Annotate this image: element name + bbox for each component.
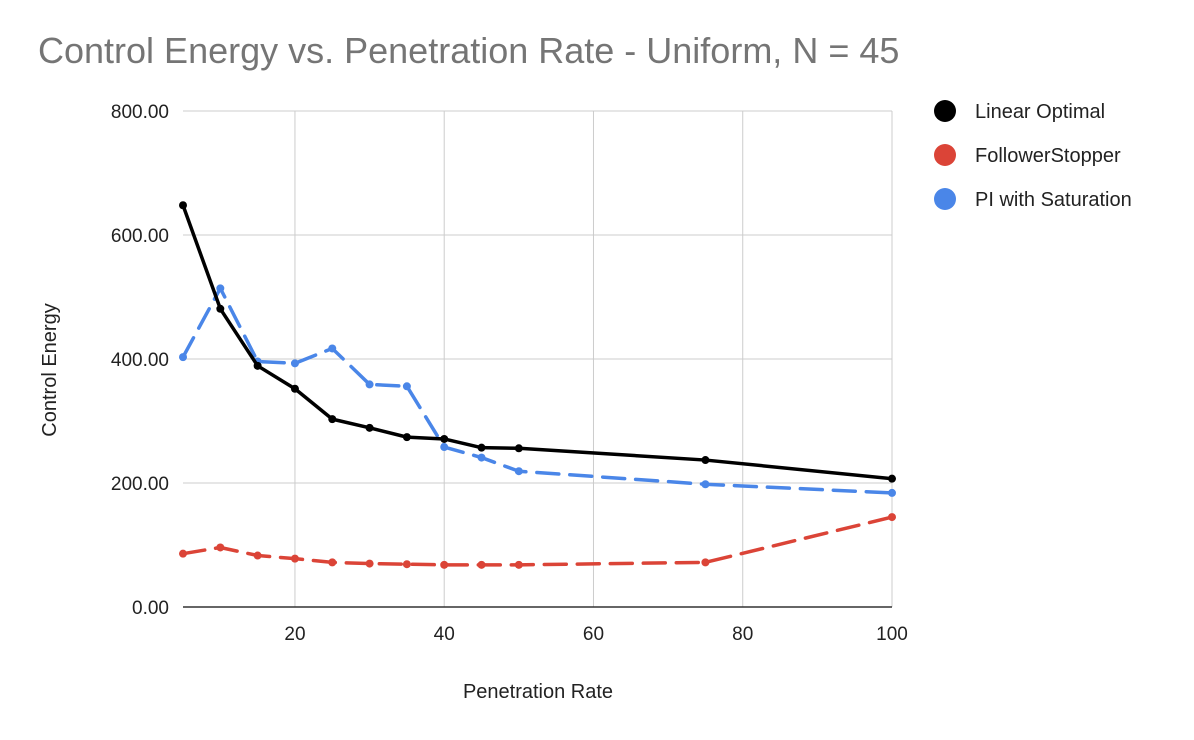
series-line [181, 286, 894, 495]
data-point [179, 353, 187, 362]
series-followerstopper [179, 513, 896, 569]
data-point [514, 467, 523, 476]
data-point [440, 443, 449, 452]
data-point [514, 444, 523, 453]
data-point [440, 560, 449, 569]
data-point [477, 453, 486, 462]
x-tick-label: 60 [583, 624, 604, 645]
data-point [701, 480, 710, 489]
data-point [365, 423, 374, 432]
data-point [514, 560, 523, 569]
legend-label: PI with Saturation [975, 189, 1132, 211]
grid-layer [183, 110, 893, 607]
data-point [290, 384, 299, 393]
data-point [365, 380, 374, 389]
series-linear-optimal [179, 201, 896, 483]
data-point [888, 488, 896, 497]
data-point [179, 201, 187, 210]
legend-label: FollowerStopper [975, 145, 1121, 167]
data-point [328, 344, 337, 353]
data-point [328, 558, 337, 567]
data-point [701, 558, 710, 567]
data-point [888, 474, 896, 483]
series-layer [179, 201, 896, 569]
y-axis-title: Control Energy [39, 303, 61, 436]
legend-label: Linear Optimal [975, 101, 1105, 123]
y-tick-label: 800.00 [111, 102, 169, 123]
data-point [402, 560, 411, 569]
legend-item: Linear Optimal [934, 100, 1105, 123]
series-line [181, 203, 894, 481]
axis-layer: 0.00 200.00 400.00 600.00 800.00 20 40 60 80 100 [111, 102, 908, 645]
x-tick-label: 20 [284, 624, 305, 645]
legend-item: FollowerStopper [934, 144, 1121, 167]
legend-swatch [934, 144, 956, 166]
data-point [402, 433, 411, 442]
legend: Linear Optimal FollowerStopper PI with Sat… [934, 100, 1132, 211]
x-tick-label: 40 [434, 624, 455, 645]
data-point [477, 560, 486, 569]
chart-title: Control Energy vs. Penetration Rate - Un… [38, 30, 900, 71]
legend-swatch [934, 188, 956, 210]
legend-swatch [934, 100, 956, 122]
y-tick-label: 0.00 [132, 598, 169, 619]
data-point [328, 415, 337, 424]
y-tick-label: 600.00 [111, 226, 169, 247]
legend-item: PI with Saturation [934, 188, 1132, 211]
y-tick-label: 400.00 [111, 350, 169, 371]
data-point [253, 361, 262, 370]
data-point [179, 549, 187, 558]
data-point [477, 443, 486, 452]
data-point [365, 559, 374, 568]
x-tick-label: 80 [732, 624, 753, 645]
data-point [290, 359, 299, 368]
data-point [216, 543, 225, 552]
data-point [216, 284, 225, 293]
data-point [888, 513, 896, 522]
series-line [181, 515, 894, 567]
data-point [402, 382, 411, 391]
x-tick-label: 100 [876, 624, 908, 645]
data-point [440, 434, 449, 443]
data-point [701, 456, 710, 465]
y-tick-label: 200.00 [111, 474, 169, 495]
data-point [216, 304, 225, 313]
data-point [290, 554, 299, 563]
data-point [253, 551, 262, 560]
series-pi-with-saturation [179, 284, 896, 497]
x-axis-title: Penetration Rate [463, 681, 613, 703]
